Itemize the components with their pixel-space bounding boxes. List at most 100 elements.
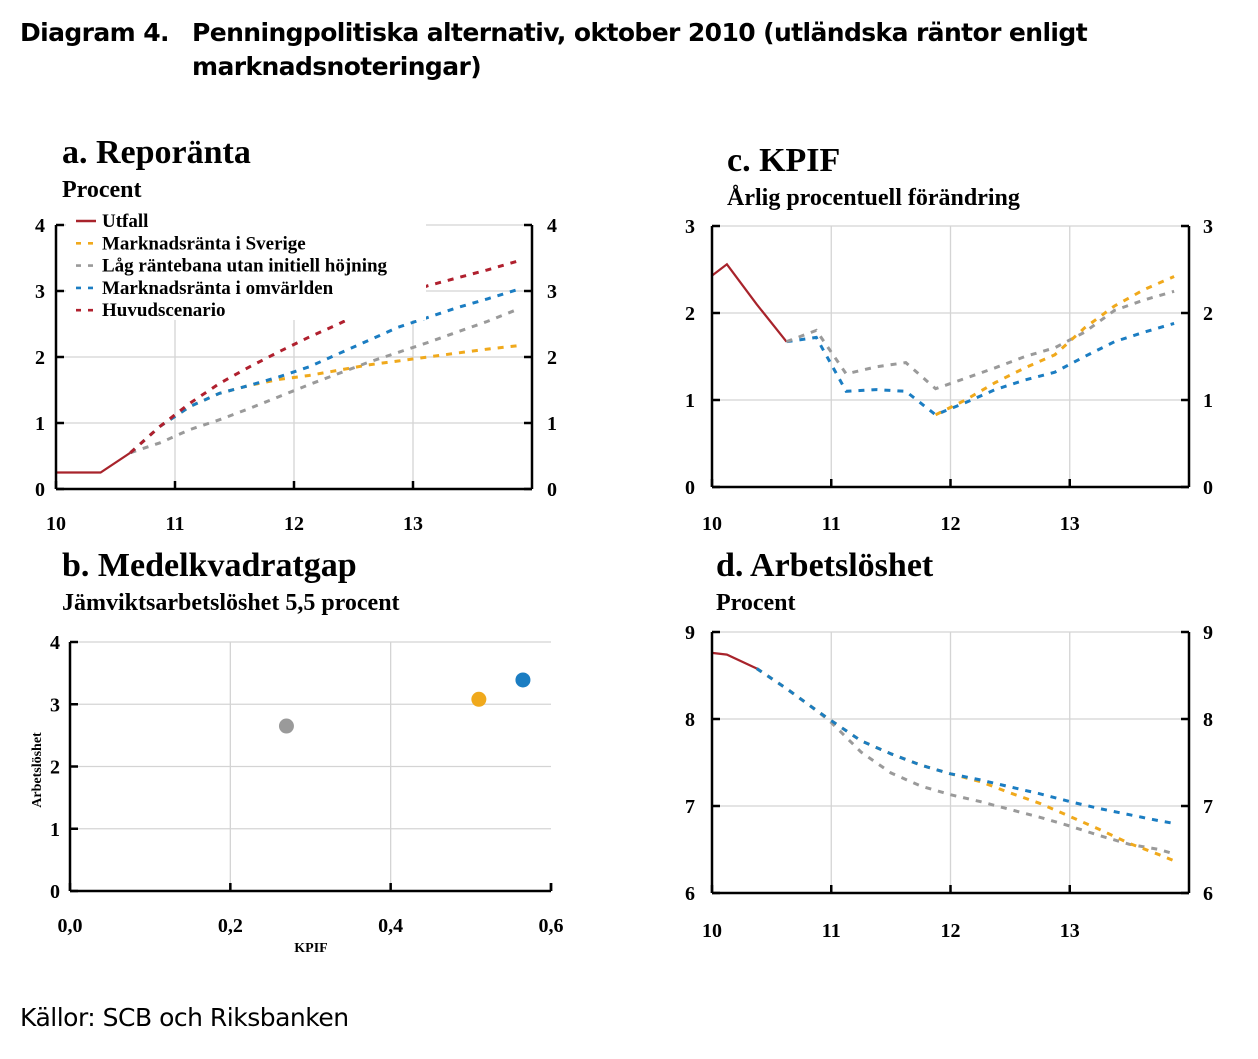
panel-a-axes: 0 01 12 23 34 410 11 12 13 <box>35 215 557 535</box>
panel-c-kpif: c. KPIF Årlig procentuell förändring 0 01… <box>685 142 1213 535</box>
series-marknad-sverige <box>934 275 1175 417</box>
legend-label: Marknadsränta i Sverige <box>102 233 306 254</box>
xtick-label: 0,0 <box>58 915 83 937</box>
ytick-label-right: 6 <box>1203 883 1213 905</box>
legend-label: Utfall <box>102 211 148 232</box>
series-marknad-omvarlden <box>755 667 1175 825</box>
ytick-label-right: 7 <box>1203 796 1213 818</box>
ytick-label-left: 3 <box>685 216 695 238</box>
xtick-label: 10 <box>702 513 722 535</box>
series-utfall <box>56 451 132 474</box>
ytick-label-left: 0 <box>50 881 60 903</box>
panel-c-series <box>711 262 1175 417</box>
ytick-label-right: 0 <box>547 479 557 501</box>
ytick-label-left: 2 <box>50 757 60 779</box>
ytick-label-right: 3 <box>1203 216 1213 238</box>
ytick-label-left: 8 <box>685 709 695 731</box>
xtick-label: 12 <box>941 513 961 535</box>
ytick-label-right: 3 <box>547 281 557 303</box>
point-lag-rantebana <box>278 718 294 734</box>
series-huvudscenario <box>129 259 518 454</box>
panel-c-axes: 0 01 12 23 310 11 12 13 <box>685 216 1213 535</box>
panel-b-subtitle: Jämviktsarbetslöshet 5,5 procent <box>62 590 400 616</box>
panel-a-reporanta: a. Reporänta Procent 0 01 12 23 34 410 11 12 13 … <box>35 134 557 535</box>
panel-a-subtitle: Procent <box>62 177 142 203</box>
legend-label: Marknadsränta i omvärlden <box>102 278 334 299</box>
series-lag-rantebana <box>129 308 518 455</box>
series-utfall <box>711 262 788 343</box>
panel-d-grid <box>712 631 1189 893</box>
ytick-label-right: 2 <box>1203 303 1213 325</box>
panel-a-series <box>56 259 518 474</box>
series-marknad-omvarlden <box>129 288 518 454</box>
xtick-label: 13 <box>1060 920 1080 942</box>
panel-d-arbetsloshet: d. Arbetslöshet Procent 6 6 7 7 8 8 9 9 10 11 12 13 <box>685 547 1213 942</box>
ytick-label-right: 0 <box>1203 477 1213 499</box>
xtick-label: 11 <box>166 513 185 535</box>
ytick-label-right: 8 <box>1203 709 1213 731</box>
xtick-label: 12 <box>941 920 961 942</box>
ytick-label-left: 4 <box>35 215 45 237</box>
ytick-label-left: 2 <box>35 347 45 369</box>
point-marknad-sverige <box>471 691 487 707</box>
panel-b-medelkvadratgap: b. Medelkvadratgap Jämviktsarbetslöshet … <box>30 547 564 956</box>
xtick-label: 13 <box>1060 513 1080 535</box>
legend-label: Huvudscenario <box>102 300 226 321</box>
panel-b-axes: 0 1 2 3 4 0,0 0,2 0,4 0,6 <box>50 632 564 937</box>
panel-d-subtitle: Procent <box>716 590 796 616</box>
panel-d-title: d. Arbetslöshet <box>716 547 934 584</box>
ytick-label-left: 2 <box>685 303 695 325</box>
panel-b-ylabel: Arbetslöshet <box>30 732 45 808</box>
panel-d-axes: 6 6 7 7 8 8 9 9 10 11 12 13 <box>685 622 1213 942</box>
xtick-label: 0,6 <box>539 915 564 937</box>
ytick-label-left: 1 <box>35 413 45 435</box>
xtick-label: 10 <box>702 920 722 942</box>
ytick-label-left: 1 <box>50 819 60 841</box>
ytick-label-left: 0 <box>685 477 695 499</box>
ytick-label-left: 0 <box>35 479 45 501</box>
panel-b-points <box>278 672 531 734</box>
xtick-label: 10 <box>46 513 66 535</box>
panel-b-title: b. Medelkvadratgap <box>62 547 357 584</box>
xtick-label: 12 <box>284 513 304 535</box>
panel-a-title: a. Reporänta <box>62 134 251 171</box>
panel-b-xlabel: KPIF <box>294 941 327 956</box>
figure-label: Diagram 4. <box>20 18 170 47</box>
series-marknad-sverige <box>129 344 518 454</box>
series-marknad-sverige <box>755 667 1175 863</box>
ytick-label-right: 4 <box>547 215 557 237</box>
xtick-label: 11 <box>822 920 841 942</box>
source-note: Källor: SCB och Riksbanken <box>20 1003 349 1032</box>
panel-c-grid <box>712 225 1189 487</box>
panel-c-subtitle: Årlig procentuell förändring <box>727 185 1020 211</box>
ytick-label-left: 3 <box>35 281 45 303</box>
panel-d-series <box>711 651 1175 863</box>
ytick-label-left: 6 <box>685 883 695 905</box>
figure-title-line1: Penningpolitiska alternativ, oktober 201… <box>192 18 1088 47</box>
ytick-label-left: 4 <box>50 632 60 654</box>
xtick-label: 0,4 <box>378 915 403 937</box>
xtick-label: 0,2 <box>218 915 243 937</box>
ytick-label-left: 7 <box>685 796 695 818</box>
figure-title: Diagram 4. Penningpolitiska alternativ, o… <box>20 16 1088 84</box>
panel-b-grid <box>70 641 551 891</box>
ytick-label-right: 2 <box>547 347 557 369</box>
ytick-label-left: 3 <box>50 694 60 716</box>
series-utfall <box>711 651 758 670</box>
ytick-label-left: 9 <box>685 622 695 644</box>
series-lag-rantebana <box>755 667 1175 856</box>
ytick-label-right: 1 <box>1203 390 1213 412</box>
ytick-label-right: 1 <box>547 413 557 435</box>
xtick-label: 11 <box>822 513 841 535</box>
xtick-label: 13 <box>403 513 423 535</box>
ytick-label-right: 9 <box>1203 622 1213 644</box>
panel-c-title: c. KPIF <box>727 142 840 179</box>
ytick-label-left: 1 <box>685 390 695 412</box>
figure-title-line2: marknadsnoteringar) <box>192 52 482 81</box>
legend-label: Låg räntebana utan initiell höjning <box>102 256 388 277</box>
series-marknad-omvarlden <box>786 321 1175 417</box>
legend-background <box>66 208 426 320</box>
point-marknad-omvarlden <box>515 672 531 688</box>
